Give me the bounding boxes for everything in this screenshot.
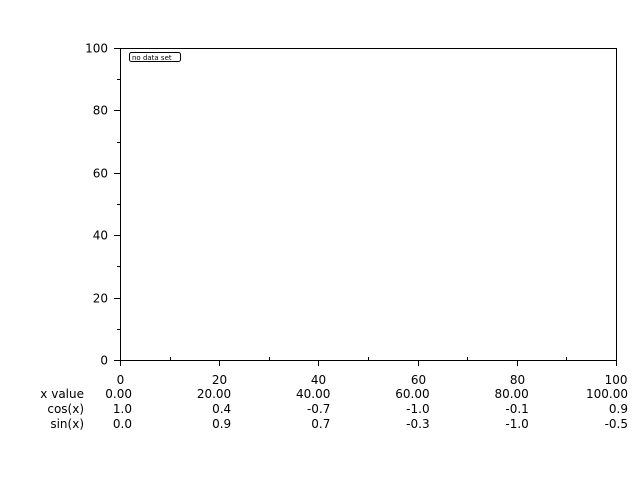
table-cell: 0.9 <box>212 417 231 431</box>
legend-box <box>129 52 181 62</box>
table-cell: -0.7 <box>307 402 330 416</box>
table-cell: 0.9 <box>609 402 628 416</box>
x-tick-label: 80 <box>510 373 525 387</box>
x-tick-label: 20 <box>212 373 227 387</box>
table-cell: -1.0 <box>505 417 528 431</box>
table-cell: -1.0 <box>406 402 429 416</box>
y-axis: 0 20 40 60 80 100 <box>85 42 120 368</box>
value-table: x value 0.00 20.00 40.00 60.00 80.00 100.00 cos… <box>40 387 628 431</box>
y-tick-label: 60 <box>93 167 108 181</box>
table-cell: -0.3 <box>406 417 429 431</box>
table-cell: -0.1 <box>505 402 528 416</box>
y-tick-label: 20 <box>93 292 108 306</box>
plot-frame <box>120 48 617 361</box>
table-row-label: x value <box>40 387 84 401</box>
y-tick-label: 40 <box>93 229 108 243</box>
x-axis: 0 20 40 60 80 100 <box>117 357 628 387</box>
table-cell: 0.0 <box>113 417 132 431</box>
x-tick-label: 0 <box>117 373 125 387</box>
y-tick-label: 0 <box>100 354 108 368</box>
x-tick-label: 40 <box>311 373 326 387</box>
table-cell: -0.5 <box>605 417 628 431</box>
y-tick-label: 80 <box>93 104 108 118</box>
table-cell: 20.00 <box>197 387 231 401</box>
table-cell: 80.00 <box>494 387 528 401</box>
table-cell: 0.7 <box>311 417 330 431</box>
table-cell: 60.00 <box>395 387 429 401</box>
x-tick-label: 100 <box>605 373 628 387</box>
table-cell: 0.00 <box>105 387 132 401</box>
table-cell: 0.4 <box>212 402 231 416</box>
table-row-label: sin(x) <box>50 417 84 431</box>
table-cell: 100.00 <box>586 387 628 401</box>
table-cell: 40.00 <box>296 387 330 401</box>
table-row-label: cos(x) <box>47 402 84 416</box>
x-tick-label: 60 <box>411 373 426 387</box>
legend: no data set <box>129 52 181 62</box>
y-tick-label: 100 <box>85 42 108 56</box>
table-cell: 1.0 <box>113 402 132 416</box>
legend-text: no data set <box>132 54 172 62</box>
